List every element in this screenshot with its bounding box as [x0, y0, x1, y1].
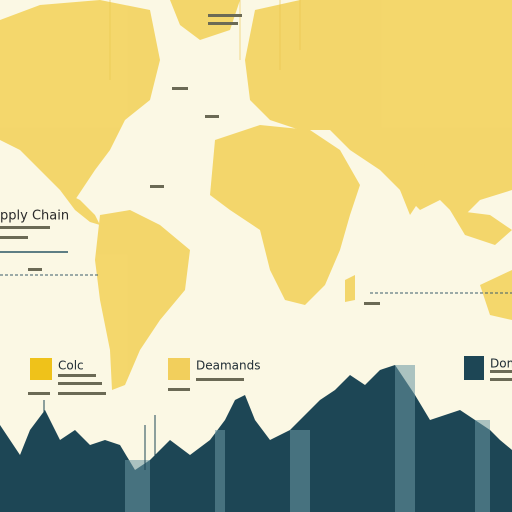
text-smudge [58, 382, 102, 385]
text-smudge [150, 185, 164, 188]
africa [210, 125, 360, 305]
text-smudge [0, 236, 28, 239]
map-gridlines [109, 0, 301, 80]
world-map [0, 0, 512, 390]
text-smudge [28, 392, 50, 395]
text-smudge [168, 388, 190, 391]
text-smudge [364, 302, 380, 305]
legend-swatch [168, 358, 190, 380]
title: pply Chain [0, 209, 69, 224]
australia [480, 270, 512, 320]
eurasia [245, 0, 512, 220]
stripe [395, 365, 415, 512]
legend-label: Colc [58, 359, 84, 373]
madagascar [345, 275, 355, 302]
text-smudge [58, 392, 106, 395]
text-smudge [490, 370, 512, 373]
legend-label: Deamands [196, 359, 261, 373]
south-america [95, 210, 190, 390]
text-smudge [208, 22, 238, 25]
north-america [0, 0, 160, 200]
skyline-highlights [125, 365, 490, 512]
illegible-labels [0, 14, 512, 395]
text-smudge [490, 378, 512, 381]
greenland [170, 0, 240, 40]
text-smudge [172, 87, 188, 90]
text-smudge [208, 14, 242, 17]
legend-swatch [30, 358, 52, 380]
stripe [290, 430, 310, 512]
legend: Colc Deamands Dom [30, 356, 512, 380]
central-america [60, 190, 100, 225]
text-smudge [205, 115, 219, 118]
legend-label: Dom [490, 357, 512, 371]
text-smudge [28, 268, 42, 271]
thin-bars [43, 400, 156, 470]
text-smudge [0, 226, 50, 229]
legend-swatch [464, 356, 484, 380]
text-smudge [196, 378, 244, 381]
stripe [475, 420, 490, 512]
india-sea [395, 160, 425, 215]
stripe [125, 460, 150, 512]
southeast-asia [450, 210, 512, 245]
stripe [215, 430, 225, 512]
text-smudge [58, 374, 96, 377]
skyline-chart [0, 365, 512, 512]
